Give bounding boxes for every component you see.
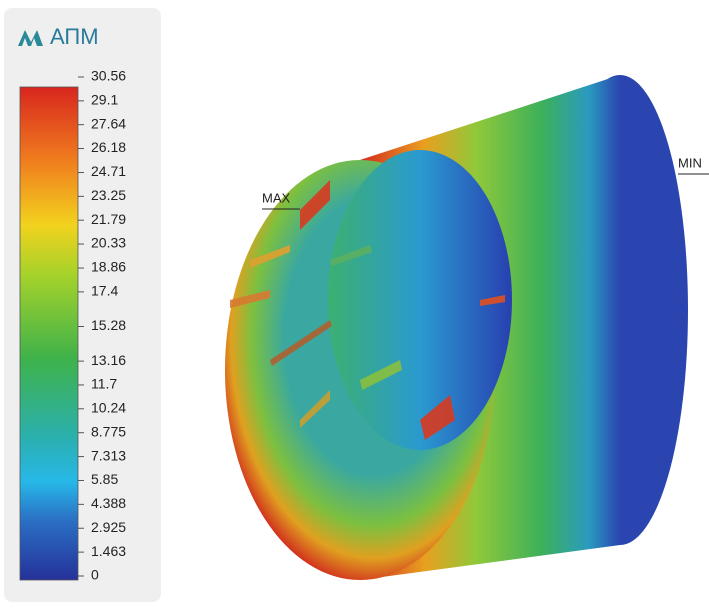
colorbar-label: 11.7 <box>91 376 117 392</box>
colorbar-label: 4.388 <box>91 495 126 511</box>
colorbar-label: 1.463 <box>91 543 126 559</box>
logo-text: АПМ <box>50 24 99 49</box>
colorbar-label: 8.775 <box>91 423 126 439</box>
colorbar-label: 17.4 <box>91 283 118 299</box>
colorbar <box>20 87 78 580</box>
result-view: АПМ 30.56 29.1 27.64 26.18 24.71 23.25 21.79 20… <box>0 0 709 603</box>
page: АПМ 30.56 29.1 27.64 26.18 24.71 23.25 21.79 20… <box>0 0 709 603</box>
colorbar-label: 27.64 <box>91 115 126 131</box>
colorbar-label: 20.33 <box>91 235 126 251</box>
colorbar-label: 13.16 <box>91 352 126 368</box>
colorbar-label: 2.925 <box>91 519 126 535</box>
colorbar-label: 30.56 <box>91 68 126 84</box>
colorbar-label: 5.85 <box>91 471 118 487</box>
colorbar-label: 21.79 <box>91 211 126 227</box>
colorbar-label: 23.25 <box>91 187 126 203</box>
colorbar-label: 7.313 <box>91 447 126 463</box>
max-label: MAX <box>262 190 291 205</box>
colorbar-label: 10.24 <box>91 399 126 415</box>
colorbar-label: 18.86 <box>91 259 126 275</box>
colorbar-label: 29.1 <box>91 92 118 108</box>
colorbar-label: 24.71 <box>91 163 126 179</box>
colorbar-label: 26.18 <box>91 139 126 155</box>
min-label: MIN <box>678 155 702 170</box>
colorbar-label: 15.28 <box>91 317 126 333</box>
colorbar-label: 0 <box>91 567 99 583</box>
